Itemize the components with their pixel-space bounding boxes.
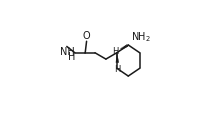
Text: H: H	[113, 46, 119, 55]
Text: NH$_2$: NH$_2$	[131, 30, 151, 44]
Text: NH: NH	[60, 46, 74, 56]
Text: H: H	[114, 64, 120, 73]
Polygon shape	[116, 53, 119, 63]
Text: O: O	[83, 31, 90, 41]
Text: H: H	[68, 52, 76, 62]
